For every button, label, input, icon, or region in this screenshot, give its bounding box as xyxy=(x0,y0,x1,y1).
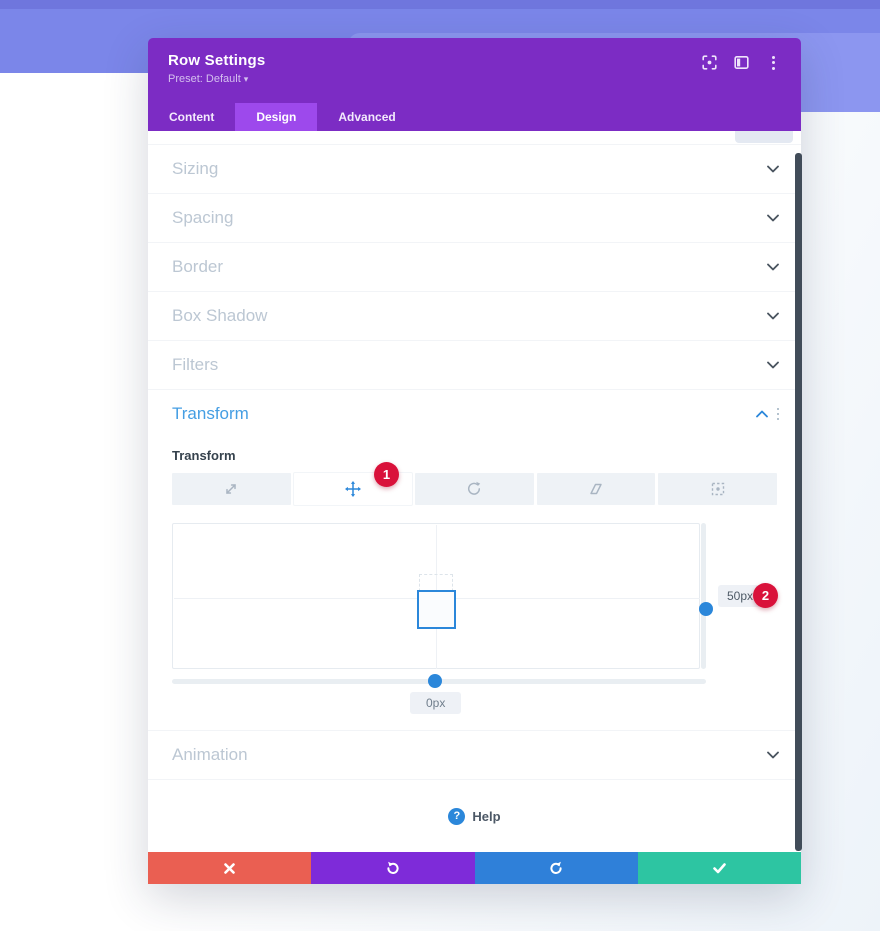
modal-scrollbar[interactable] xyxy=(795,153,802,851)
x-icon xyxy=(224,862,235,874)
undo-icon xyxy=(387,861,399,874)
skew-tool-button[interactable] xyxy=(536,473,656,505)
translate-y-slider[interactable] xyxy=(701,523,706,669)
section-spacing[interactable]: Spacing xyxy=(148,193,801,242)
kebab-menu-icon[interactable] xyxy=(766,55,781,70)
section-box-shadow[interactable]: Box Shadow xyxy=(148,291,801,340)
section-border[interactable]: Border xyxy=(148,242,801,291)
help-label: Help xyxy=(472,808,501,824)
section-label: Spacing xyxy=(172,208,234,227)
transform-toolbar: 1 xyxy=(172,462,777,505)
modal-header: Row Settings Preset: Default ▾ xyxy=(148,38,801,103)
tab-bar: Content Design Advanced xyxy=(148,103,801,131)
section-label: Border xyxy=(172,257,224,276)
discard-button[interactable] xyxy=(148,852,312,884)
redo-icon xyxy=(550,861,562,874)
section-label: Transform xyxy=(172,404,249,423)
step-badge-2: 2 xyxy=(753,583,778,608)
transform-field-label: Transform xyxy=(172,448,236,463)
caret-down-icon: ▾ xyxy=(243,74,249,84)
translate-x-handle[interactable] xyxy=(428,674,442,688)
tab-content[interactable]: Content xyxy=(169,110,215,124)
chevron-down-icon xyxy=(767,361,779,369)
panel-bottom-gap xyxy=(172,714,777,730)
translate-y-value: 50px xyxy=(718,585,763,607)
row-settings-modal: Row Settings Preset: Default ▾ xyxy=(148,38,802,884)
chevron-down-icon xyxy=(767,751,779,759)
origin-tool-button[interactable] xyxy=(658,473,777,505)
preset-label: Preset: Default xyxy=(168,73,241,85)
chevron-down-icon xyxy=(767,214,779,222)
save-button[interactable] xyxy=(637,852,801,884)
focus-icon[interactable] xyxy=(702,55,717,70)
body-top-spacer xyxy=(148,131,801,144)
section-label: Sizing xyxy=(172,159,219,178)
section-label: Filters xyxy=(172,355,219,374)
scale-icon xyxy=(226,484,237,494)
section-options-icon[interactable] xyxy=(776,407,779,421)
scale-tool-button[interactable] xyxy=(172,473,291,505)
modal-title: Row Settings xyxy=(168,52,266,69)
translate-icon xyxy=(344,481,361,497)
section-filters[interactable]: Filters xyxy=(148,340,801,389)
undo-button[interactable] xyxy=(311,852,475,884)
section-transform[interactable]: Transform xyxy=(148,389,801,438)
tab-design[interactable]: Design xyxy=(235,103,318,131)
help-link[interactable]: ? Help xyxy=(148,779,801,852)
section-label: Box Shadow xyxy=(172,306,268,325)
redo-button[interactable] xyxy=(474,852,638,884)
chevron-down-icon xyxy=(767,312,779,320)
translate-x-value: 0px xyxy=(410,692,462,714)
step-badge-1: 1 xyxy=(374,462,399,487)
section-sizing[interactable]: Sizing xyxy=(148,144,801,193)
chevron-down-icon xyxy=(767,165,779,173)
check-icon xyxy=(713,862,726,873)
modal-body: Sizing Spacing Border Box Shadow Filters… xyxy=(148,131,801,852)
background-band-dark-strip xyxy=(0,0,880,9)
origin-icon xyxy=(711,482,724,496)
columns-icon[interactable] xyxy=(734,55,749,70)
rotate-tool-button[interactable] xyxy=(415,473,534,505)
scrolled-element-remnant xyxy=(735,131,793,143)
help-icon: ? xyxy=(448,807,466,825)
translate-y-handle[interactable] xyxy=(699,602,713,616)
section-animation[interactable]: Animation xyxy=(148,730,801,779)
action-bar xyxy=(148,852,801,884)
tab-advanced[interactable]: Advanced xyxy=(338,110,396,124)
rotate-icon xyxy=(468,481,481,495)
transform-panel: Transform xyxy=(148,448,801,730)
skew-icon xyxy=(590,483,602,495)
translate-canvas[interactable] xyxy=(172,523,700,669)
section-label: Animation xyxy=(172,745,248,764)
translate-canvas-area: 50px 2 0px xyxy=(172,523,778,714)
chevron-down-icon xyxy=(767,263,779,271)
preset-dropdown[interactable]: Preset: Default ▾ xyxy=(168,73,781,85)
draggable-element[interactable] xyxy=(417,590,456,629)
chevron-up-icon xyxy=(755,410,768,418)
